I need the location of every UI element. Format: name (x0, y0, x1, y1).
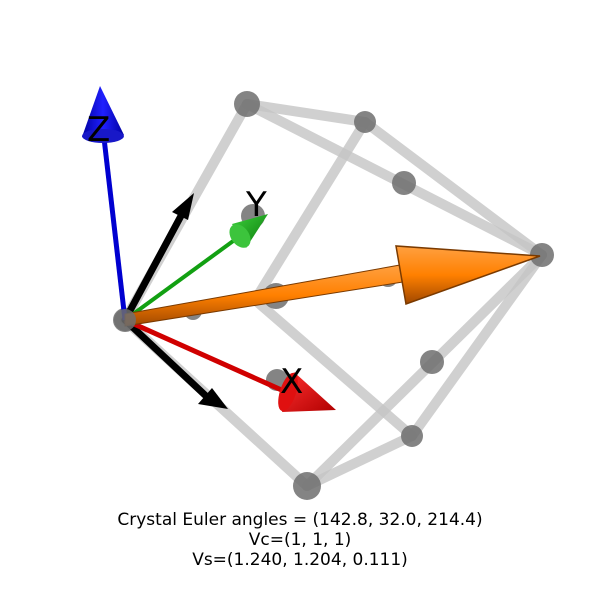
y-axis-cone (232, 214, 268, 248)
atom (293, 472, 321, 500)
lattice-edge (250, 117, 370, 305)
crystal-axis-lower (121, 316, 210, 400)
crystal-axes (121, 193, 228, 409)
sample-z-axis (82, 86, 128, 321)
atom (234, 91, 260, 117)
lattice-edge (302, 431, 417, 491)
atom (354, 111, 376, 133)
origin-atom (114, 309, 136, 331)
atom (392, 171, 416, 195)
vector-vs-head (395, 245, 541, 306)
x-axis-label: X (280, 362, 303, 402)
vector-vs-shaft (124, 264, 404, 327)
sample-y-axis (123, 214, 268, 322)
crystal-axis-lower-head (198, 388, 228, 409)
z-axis-label: Z (87, 110, 110, 150)
lattice-edge (242, 99, 370, 127)
atom (420, 350, 444, 374)
crystal-axis-upper-head (172, 193, 194, 220)
lattice-edge (407, 250, 547, 441)
sample-x-axis (123, 317, 336, 412)
lattice-edge (250, 295, 417, 441)
crystal-axis-upper (121, 210, 186, 324)
atom (401, 425, 423, 447)
atom (530, 243, 554, 267)
euler-angles-caption: Crystal Euler angles = (142.8, 32.0, 214… (117, 510, 483, 530)
vector-vs (124, 245, 541, 327)
y-axis-label: Y (245, 185, 267, 225)
vs-caption: Vs=(1.240, 1.204, 0.111) (192, 550, 408, 570)
lattice-edges (120, 99, 547, 491)
z-axis-cone (82, 86, 124, 137)
lattice-edge (360, 117, 547, 260)
vc-caption: Vc=(1, 1, 1) (248, 530, 352, 550)
